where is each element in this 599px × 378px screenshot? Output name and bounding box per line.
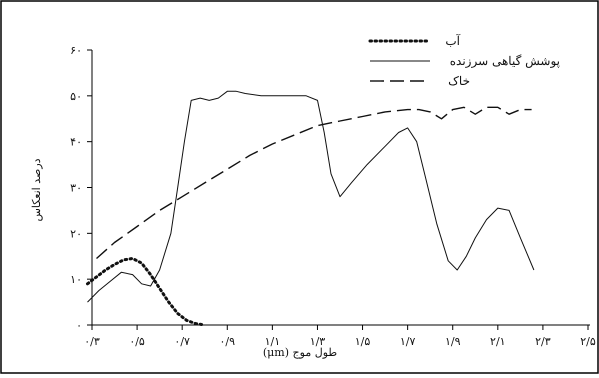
x-tick-label: ۰/۹ (220, 335, 236, 348)
y-tick-label: ۶۰ (70, 44, 82, 57)
y-tick-label: ۵۰ (70, 90, 82, 103)
y-ticks: ۰ ۱۰ ۲۰ ۳۰ ۴۰ ۵۰ ۶۰ (70, 44, 92, 332)
x-tick-label: ۰/۷ (174, 335, 190, 348)
y-tick-label: ۲۰ (70, 227, 82, 240)
x-tick-label: ۰/۳ (84, 335, 100, 348)
legend-label-vegetation: پوشش گیاهی سرزنده (450, 54, 560, 68)
series-water-line (86, 257, 207, 327)
x-tick-label: ۱/۹ (445, 335, 461, 348)
x-tick-label: ۱/۵ (355, 335, 371, 348)
y-tick-label: ۰ (76, 319, 82, 332)
x-tick-label: ۱/۳ (310, 335, 326, 348)
y-axis-label: درصد انعکاس (30, 158, 43, 221)
y-tick-label: ۴۰ (70, 136, 82, 149)
x-ticks: ۰/۳ ۰/۵ ۰/۷ ۰/۹ ۱/۱ ۱/۳ ۱/۵ ۱/۷ ۱/۹ ۲/۱ ۲/۳ ۲/۵ (84, 325, 596, 348)
legend: آب پوشش گیاهی سرزنده خاک (368, 33, 560, 88)
x-tick-label: ۲/۱ (490, 335, 506, 348)
x-tick-label: ۲/۵ (580, 335, 596, 348)
x-tick-label: ۰/۵ (129, 335, 145, 348)
series-layer (86, 90, 535, 327)
x-tick-label: ۲/۳ (535, 335, 551, 348)
y-tick-label: ۱۰ (70, 273, 82, 286)
series-vegetation-line (87, 90, 535, 303)
x-tick-label: ۱/۱ (265, 335, 281, 348)
x-tick-label: ۱/۷ (400, 335, 416, 348)
legend-label-soil: خاک (448, 74, 470, 88)
y-tick-label: ۳۰ (70, 182, 82, 195)
legend-label-water: آب (445, 33, 460, 48)
x-axis-label: طول موج (μm) (263, 346, 338, 359)
series-soil-line (96, 106, 532, 260)
